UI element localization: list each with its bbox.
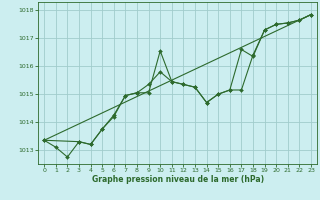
X-axis label: Graphe pression niveau de la mer (hPa): Graphe pression niveau de la mer (hPa) bbox=[92, 175, 264, 184]
